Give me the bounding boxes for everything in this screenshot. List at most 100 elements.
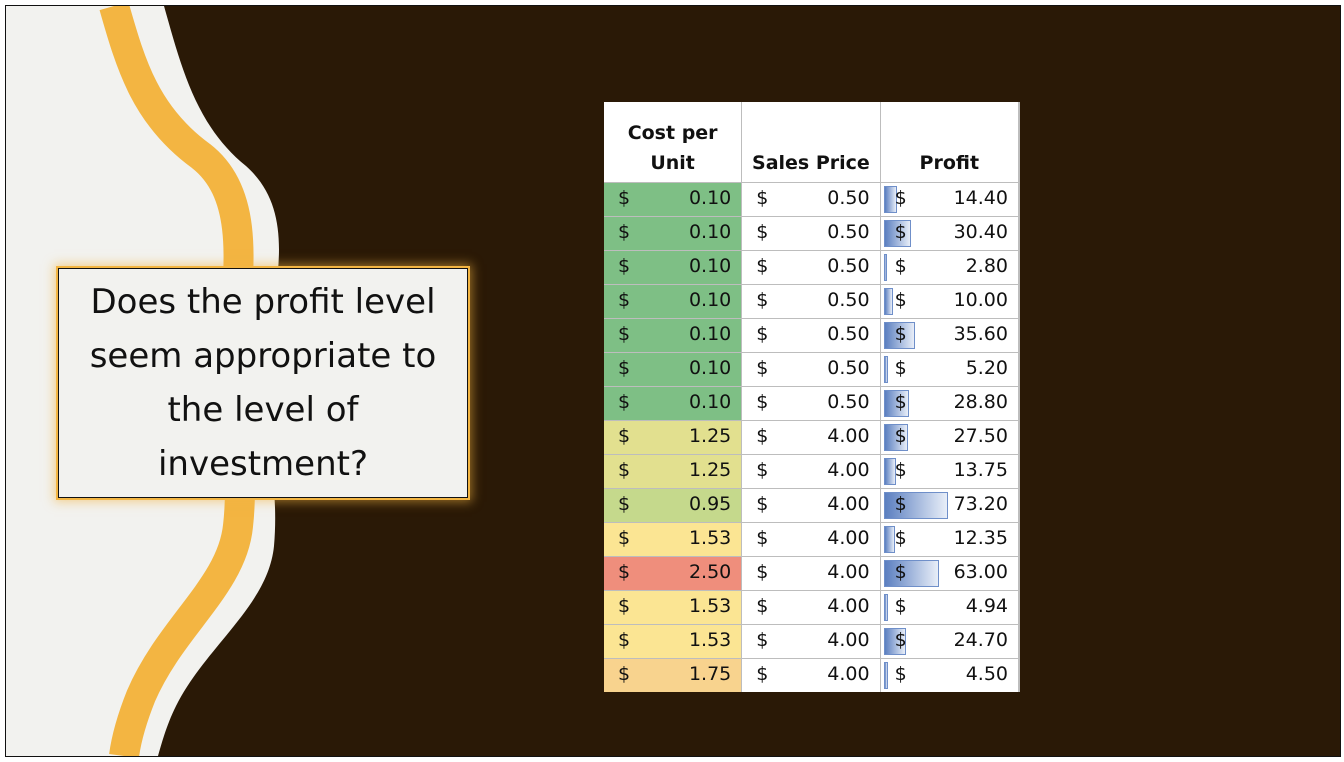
cell-sales[interactable]: $4.00 [741, 658, 881, 692]
profit-data-bar [883, 254, 887, 281]
table-row: $1.75 $4.00 $4.50 [604, 658, 1020, 692]
cell-profit[interactable]: $5.20 [880, 352, 1020, 387]
cell-profit[interactable]: $4.50 [880, 658, 1020, 692]
cell-cost[interactable]: $0.10 [604, 318, 743, 353]
currency-symbol: $ [756, 663, 769, 685]
profit-data-bar [883, 186, 897, 213]
cell-value: 4.00 [827, 561, 870, 583]
cell-sales[interactable]: $0.50 [741, 284, 881, 319]
currency-symbol: $ [618, 289, 631, 311]
cell-profit[interactable]: $2.80 [880, 250, 1020, 285]
spreadsheet-table: Cost per Unit Sales Price Profit $0.10 $0… [604, 102, 1020, 692]
cell-value: 0.10 [688, 323, 732, 345]
table-row: $0.10 $0.50 $2.80 [604, 250, 1020, 285]
cell-value: 0.10 [688, 289, 732, 311]
cell-profit[interactable]: $10.00 [880, 284, 1020, 319]
cell-cost[interactable]: $1.53 [604, 522, 743, 557]
cell-sales[interactable]: $4.00 [741, 454, 881, 489]
header-profit[interactable]: Profit [880, 102, 1020, 183]
cell-value: 35.60 [953, 323, 1008, 345]
cell-cost[interactable]: $0.10 [604, 250, 743, 285]
table-row: $0.10 $0.50 $14.40 [604, 182, 1020, 217]
cell-profit[interactable]: $63.00 [880, 556, 1020, 591]
currency-symbol: $ [894, 323, 907, 345]
cell-sales[interactable]: $4.00 [741, 420, 881, 455]
cell-sales[interactable]: $4.00 [741, 522, 881, 557]
cell-value: 0.10 [688, 391, 732, 413]
cell-profit[interactable]: $73.20 [880, 488, 1020, 523]
cell-cost[interactable]: $0.10 [604, 182, 743, 217]
cell-cost[interactable]: $1.25 [604, 454, 743, 489]
cell-profit[interactable]: $24.70 [880, 624, 1020, 659]
currency-symbol: $ [894, 357, 907, 379]
cell-value: 14.40 [953, 187, 1008, 209]
cell-cost[interactable]: $1.53 [604, 590, 743, 625]
cell-value: 1.53 [688, 629, 732, 651]
cell-profit[interactable]: $28.80 [880, 386, 1020, 421]
currency-symbol: $ [894, 255, 907, 277]
cell-value: 30.40 [953, 221, 1008, 243]
table-row: $1.25 $4.00 $27.50 [604, 420, 1020, 455]
question-text: Does the profit level seem appropriate t… [89, 282, 437, 484]
currency-symbol: $ [618, 561, 631, 583]
cell-sales[interactable]: $0.50 [741, 318, 881, 353]
cell-profit[interactable]: $35.60 [880, 318, 1020, 353]
cell-sales[interactable]: $0.50 [741, 386, 881, 421]
cell-profit[interactable]: $12.35 [880, 522, 1020, 557]
cell-value: 1.53 [688, 595, 732, 617]
cell-value: 4.94 [965, 595, 1008, 617]
cell-value: 0.50 [827, 221, 870, 243]
cell-sales[interactable]: $4.00 [741, 556, 881, 591]
cell-value: 4.00 [827, 527, 870, 549]
table-row: $0.10 $0.50 $5.20 [604, 352, 1020, 387]
cell-profit[interactable]: $13.75 [880, 454, 1020, 489]
cell-value: 1.25 [688, 459, 732, 481]
cell-value: 73.20 [953, 493, 1008, 515]
cell-sales[interactable]: $0.50 [741, 182, 881, 217]
cell-value: 0.50 [827, 255, 870, 277]
currency-symbol: $ [894, 425, 907, 447]
currency-symbol: $ [618, 323, 631, 345]
profit-data-bar [883, 492, 948, 519]
header-cost-per-unit[interactable]: Cost per Unit [604, 102, 743, 183]
cell-cost[interactable]: $0.10 [604, 386, 743, 421]
cell-profit[interactable]: $4.94 [880, 590, 1020, 625]
currency-symbol: $ [894, 187, 907, 209]
cell-cost[interactable]: $2.50 [604, 556, 743, 591]
header-row: Cost per Unit Sales Price Profit [604, 102, 1020, 183]
cell-value: 4.00 [827, 629, 870, 651]
currency-symbol: $ [618, 663, 631, 685]
table-row: $1.25 $4.00 $13.75 [604, 454, 1020, 489]
currency-symbol: $ [756, 527, 769, 549]
cell-profit[interactable]: $14.40 [880, 182, 1020, 217]
profit-data-bar [883, 220, 911, 247]
cell-sales[interactable]: $4.00 [741, 590, 881, 625]
profit-data-bar [883, 356, 888, 383]
cell-cost[interactable]: $0.10 [604, 284, 743, 319]
cell-value: 24.70 [953, 629, 1008, 651]
cell-cost[interactable]: $0.95 [604, 488, 743, 523]
cell-cost[interactable]: $1.75 [604, 658, 743, 692]
cell-profit[interactable]: $30.40 [880, 216, 1020, 251]
cell-sales[interactable]: $4.00 [741, 488, 881, 523]
cell-cost[interactable]: $0.10 [604, 352, 743, 387]
cell-sales[interactable]: $0.50 [741, 250, 881, 285]
header-sales-price[interactable]: Sales Price [741, 102, 881, 183]
cell-profit[interactable]: $27.50 [880, 420, 1020, 455]
currency-symbol: $ [618, 459, 631, 481]
cell-sales[interactable]: $4.00 [741, 624, 881, 659]
cell-cost[interactable]: $1.25 [604, 420, 743, 455]
cell-value: 0.50 [827, 289, 870, 311]
cell-value: 27.50 [953, 425, 1008, 447]
cell-value: 0.95 [688, 493, 732, 515]
table-row: $0.10 $0.50 $35.60 [604, 318, 1020, 353]
cell-cost[interactable]: $0.10 [604, 216, 743, 251]
cell-sales[interactable]: $0.50 [741, 216, 881, 251]
currency-symbol: $ [756, 289, 769, 311]
cell-sales[interactable]: $0.50 [741, 352, 881, 387]
currency-symbol: $ [756, 391, 769, 413]
question-box: Does the profit level seem appropriate t… [58, 268, 468, 498]
table-row: $1.53 $4.00 $4.94 [604, 590, 1020, 625]
cell-cost[interactable]: $1.53 [604, 624, 743, 659]
cell-value: 28.80 [953, 391, 1008, 413]
